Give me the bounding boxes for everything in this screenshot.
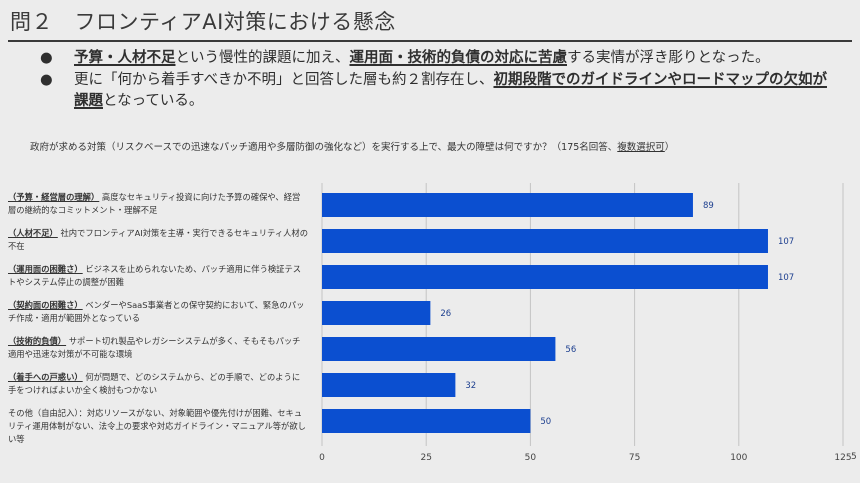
bullet-text: 更に「何から着手すべきか不明」と回答した層も約２割存在し、 <box>74 72 494 88</box>
x-tick-label: 125 <box>834 453 851 463</box>
summary-bullet: ● 予算・人材不足という慢性的課題に加え、運用面・技術的負債の対応に苦慮する実情が… <box>40 48 840 69</box>
emphasized-text: 運用面・技術的負債の対応に苦慮 <box>349 50 568 66</box>
bar-value-label: 26 <box>440 309 451 319</box>
bar <box>322 373 456 397</box>
bar <box>322 337 556 361</box>
emphasized-text: 予算・人材不足 <box>74 50 176 66</box>
bar-value-label: 89 <box>703 201 714 211</box>
bar-value-label: 107 <box>778 237 794 247</box>
category-label: （人材不足） 社内でフロンティアAI対策を主導・実行できるセキュリティ人材の不在 <box>8 227 308 253</box>
category-description: ベンダーやSaaS事業者との保守契約において、緊急のパッチ作成・適用が範囲外とな… <box>8 300 305 323</box>
category-description: ビジネスを止められないため、パッチ適用に伴う検証テストやシステム停止の調整が困難 <box>8 264 302 287</box>
category-tag: （人材不足） <box>8 228 58 238</box>
bullet-text: という慢性的課題に加え、 <box>175 50 350 66</box>
x-tick-label: 25 <box>420 453 431 463</box>
survey-question: 政府が求める対策（リスクベースでの迅速なパッチ適用や多層防御の強化など）を実行す… <box>30 139 674 153</box>
category-label: （着手への戸惑い） 何が問題で、どのシステムから、どの手順で、どのように手をつけ… <box>8 371 308 397</box>
x-tick-label: 0 <box>319 453 325 463</box>
category-description: サポート切れ製品やレガシーシステムが多く、そもそもパッチ適用や迅速な対策が不可能… <box>8 336 301 359</box>
category-tag: （契約面の困難さ） <box>8 300 83 310</box>
bar-value-label: 50 <box>540 417 551 427</box>
bar-value-label: 56 <box>565 345 576 355</box>
bar <box>322 265 768 289</box>
bar-value-label: 107 <box>778 273 794 283</box>
page-title: 問２ フロンティアAI対策における懸念 <box>10 10 396 34</box>
bullet-marker: ● <box>40 50 53 66</box>
page-number: 5 <box>851 452 857 462</box>
question-multi-select-note: 複数選択可 <box>617 142 665 153</box>
category-label: （技術的負債） サポート切れ製品やレガシーシステムが多く、そもそもパッチ適用や迅… <box>8 335 308 361</box>
bar <box>322 229 768 253</box>
x-tick-label: 75 <box>629 453 640 463</box>
bar <box>322 301 431 325</box>
x-tick-label: 50 <box>525 453 537 463</box>
emphasized-text: 初期段階でのガイドラインやロードマップの欠如が課題 <box>74 72 827 109</box>
bullet-text: する実情が浮き彫りとなった。 <box>567 50 770 66</box>
bar <box>322 193 693 217</box>
category-tag: （運用面の困難さ） <box>8 264 83 274</box>
bar-value-label: 32 <box>465 381 476 391</box>
category-label: （運用面の困難さ） ビジネスを止められないため、パッチ適用に伴う検証テストやシス… <box>8 263 308 289</box>
bar <box>322 409 531 433</box>
category-label: （予算・経営層の理解） 高度なセキュリティ投資に向けた予算の確保や、経営層の継続… <box>8 191 308 217</box>
question-end: ） <box>664 142 675 153</box>
x-tick-label: 100 <box>730 453 747 463</box>
category-description: 何が問題で、どのシステムから、どの手順で、どのように手をつければよいか全く検討も… <box>8 372 301 395</box>
question-text: 政府が求める対策（リスクベースでの迅速なパッチ適用や多層防御の強化など）を実行す… <box>30 142 618 153</box>
bullet-marker: ● <box>40 72 53 88</box>
summary-bullet: ● 更に「何から着手すべきか不明」と回答した層も約２割存在し、初期段階でのガイドラ… <box>40 70 840 112</box>
category-label: （契約面の困難さ） ベンダーやSaaS事業者との保守契約において、緊急のパッチ作… <box>8 299 308 325</box>
category-tag: （着手への戸惑い） <box>8 372 83 382</box>
category-description: その他（自由記入）：対応リソースがない、対象範囲や優先付けが困難、セキュリティ運… <box>8 408 306 444</box>
category-tag: （技術的負債） <box>8 336 67 346</box>
category-description: 社内でフロンティアAI対策を主導・実行できるセキュリティ人材の不在 <box>8 228 309 251</box>
category-tag: （予算・経営層の理解） <box>8 192 100 202</box>
title-divider <box>8 40 852 42</box>
category-label: その他（自由記入）：対応リソースがない、対象範囲や優先付けが困難、セキュリティ運… <box>8 407 308 446</box>
bullet-text: となっている。 <box>103 93 204 109</box>
category-description: 高度なセキュリティ投資に向けた予算の確保や、経営層の継続的なコミットメント・理解… <box>8 192 301 215</box>
summary-bullets: ● 予算・人材不足という慢性的課題に加え、運用面・技術的負債の対応に苦慮する実情が… <box>40 48 840 113</box>
